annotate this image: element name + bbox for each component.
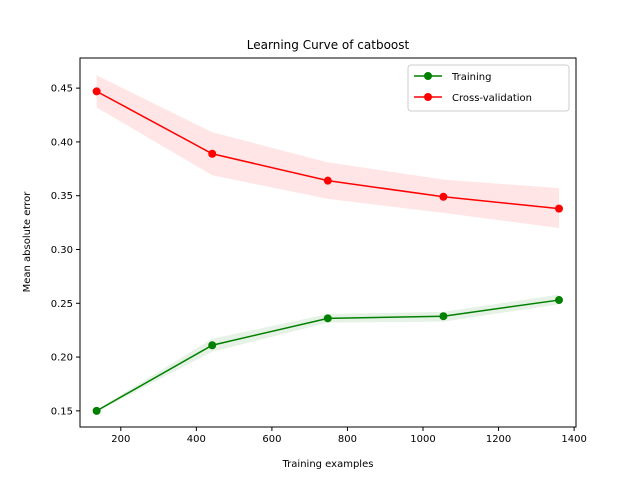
x-tick-label: 1000: [410, 434, 435, 445]
x-axis-label: Training examples: [282, 459, 374, 470]
y-tick-label: 0.40: [51, 137, 73, 148]
y-tick-label: 0.15: [51, 406, 73, 417]
legend-training-marker: [424, 72, 432, 80]
legend-training-label: Training: [451, 72, 491, 83]
training-point: [555, 296, 564, 305]
y-tick-label: 0.35: [51, 191, 73, 202]
cross-validation-point: [92, 87, 101, 96]
y-tick-label: 0.20: [51, 353, 73, 364]
cross-validation-point: [555, 204, 564, 213]
x-tick-label: 400: [187, 434, 206, 445]
training-point: [92, 406, 101, 415]
y-axis-label: Mean absolute error: [22, 191, 33, 293]
chart-title: Learning Curve of catboost: [247, 38, 410, 52]
plot-area: [92, 75, 564, 415]
legend-cv-marker: [424, 93, 432, 101]
cross-validation-point: [323, 176, 332, 185]
cross-validation-point: [439, 192, 448, 201]
training-point: [439, 312, 448, 321]
x-axis: 200 400 600 800 1000 1200 1400: [111, 427, 587, 445]
y-tick-label: 0.45: [51, 84, 73, 95]
x-tick-label: 1400: [561, 434, 586, 445]
y-tick-label: 0.30: [51, 245, 73, 256]
x-tick-label: 200: [111, 434, 130, 445]
cross-validation-point: [208, 149, 217, 158]
training-point: [208, 341, 217, 350]
legend-box: [407, 64, 570, 112]
y-tick-label: 0.25: [51, 299, 73, 310]
legend: Training Cross-validation: [407, 64, 570, 112]
x-tick-label: 800: [338, 434, 357, 445]
x-tick-label: 1200: [486, 434, 511, 445]
cross-validation-std-band: [96, 75, 560, 228]
x-tick-label: 600: [262, 434, 281, 445]
legend-cv-label: Cross-validation: [452, 93, 532, 104]
training-point: [323, 314, 332, 323]
y-axis: 0.15 0.20 0.25 0.30 0.35 0.40 0.45: [51, 84, 80, 417]
axes-frame: [79, 57, 577, 428]
